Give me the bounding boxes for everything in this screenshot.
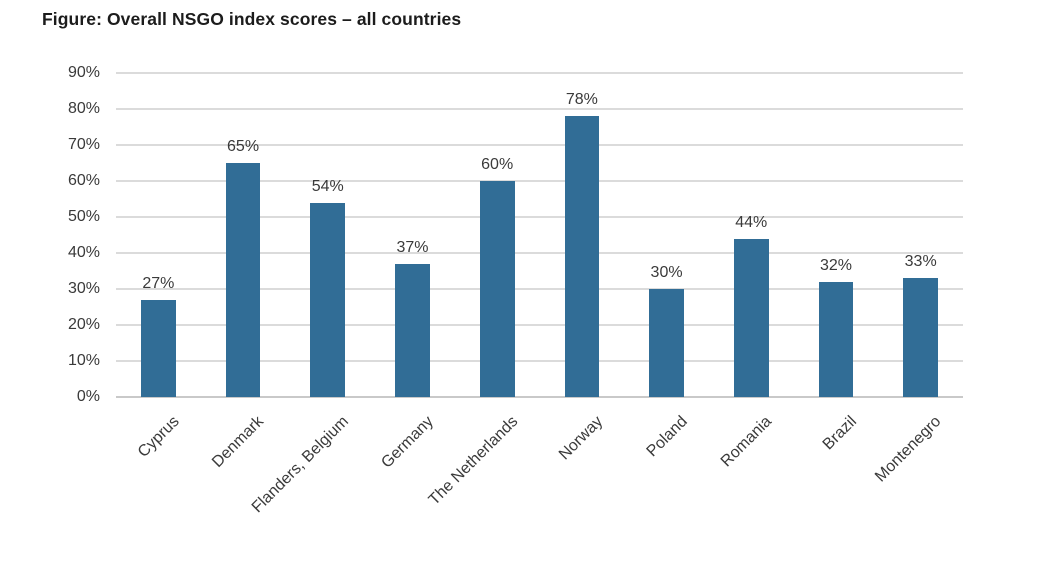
gridline (116, 180, 963, 182)
y-tick-label: 20% (67, 316, 100, 333)
y-tick-label: 0% (76, 388, 100, 405)
y-tick-label: 40% (67, 244, 100, 261)
gridline (116, 288, 963, 290)
gridline (116, 215, 963, 218)
x-category-label: Denmark (209, 413, 268, 471)
gridline (116, 324, 963, 326)
x-category-label: Brazil (819, 413, 861, 454)
x-category-label: Montenegro (872, 413, 945, 486)
y-tick-label: 50% (67, 207, 100, 225)
x-category-slot: Flanders, Belgium (249, 399, 370, 571)
bar (479, 181, 515, 397)
bar-slot: 65% (201, 73, 286, 397)
bar (903, 278, 939, 397)
gridline (116, 72, 963, 74)
y-tick-label: 60% (67, 172, 100, 189)
x-category-slot: Brazil (794, 399, 879, 571)
figure-title: Figure: Overall NSGO index scores – all … (42, 9, 462, 29)
bar-value-label: 60% (481, 156, 514, 173)
y-tick-label: 70% (67, 135, 100, 153)
bar (564, 116, 600, 397)
bar-value-label: 54% (311, 177, 344, 195)
bar (140, 299, 176, 397)
x-category-slot: Montenegro (872, 399, 963, 571)
x-category-label: Romania (718, 413, 776, 471)
x-category-label: Norway (555, 413, 606, 464)
plot-area: 27% 65% 54% 37% 60% 78% 30% 44% 32% 33% (116, 72, 963, 398)
gridline (116, 143, 963, 146)
bar-value-label: 30% (650, 264, 683, 281)
bar-value-label: 37% (396, 238, 429, 256)
x-axis: Cyprus Denmark Flanders, Belgium Germany The… (116, 399, 963, 571)
bar-slot: 27% (116, 73, 201, 397)
x-category-slot: Cyprus (116, 399, 201, 571)
bar (310, 202, 346, 397)
bar-value-label: 78% (565, 91, 598, 109)
x-category-slot: Norway (540, 399, 625, 571)
bar-slot: 30% (624, 73, 709, 397)
bar (649, 289, 684, 397)
y-axis: 0% 10% 20% 30% 40% 50% 60% 70% 80% 90% (0, 64, 100, 405)
bar (733, 238, 769, 397)
bar-slot: 37% (370, 73, 455, 397)
x-category-slot: Poland (624, 399, 709, 571)
bar (395, 263, 430, 397)
y-tick-label: 30% (67, 280, 100, 297)
bar-slot: 54% (285, 73, 370, 397)
bar-slot: 32% (794, 73, 879, 397)
x-category-label: Poland (643, 413, 691, 461)
bar (225, 163, 261, 397)
x-category-slot: Romania (709, 399, 794, 571)
gridline (116, 107, 963, 110)
bar-slot: 60% (455, 73, 540, 397)
bar (818, 281, 854, 397)
bar-value-label: 33% (904, 253, 937, 271)
bar-value-label: 27% (142, 274, 175, 292)
x-category-slot: The Netherlands (426, 399, 540, 571)
y-tick-label: 90% (67, 64, 100, 81)
bar-slot: 33% (878, 73, 963, 397)
x-category-label: Germany (377, 413, 437, 472)
bar-value-label: 44% (735, 213, 768, 231)
gridline (116, 359, 963, 362)
x-category-label: Cyprus (134, 413, 183, 461)
gridline (116, 252, 963, 254)
bar-value-label: 32% (819, 256, 852, 274)
y-tick-label: 10% (67, 351, 100, 369)
x-axis-baseline (116, 396, 963, 398)
bar-series: 27% 65% 54% 37% 60% 78% 30% 44% 32% 33% (116, 73, 963, 397)
bar-slot: 78% (540, 73, 625, 397)
bar-value-label: 65% (227, 138, 260, 155)
bar-slot: 44% (709, 73, 794, 397)
y-tick-label: 80% (67, 99, 100, 117)
